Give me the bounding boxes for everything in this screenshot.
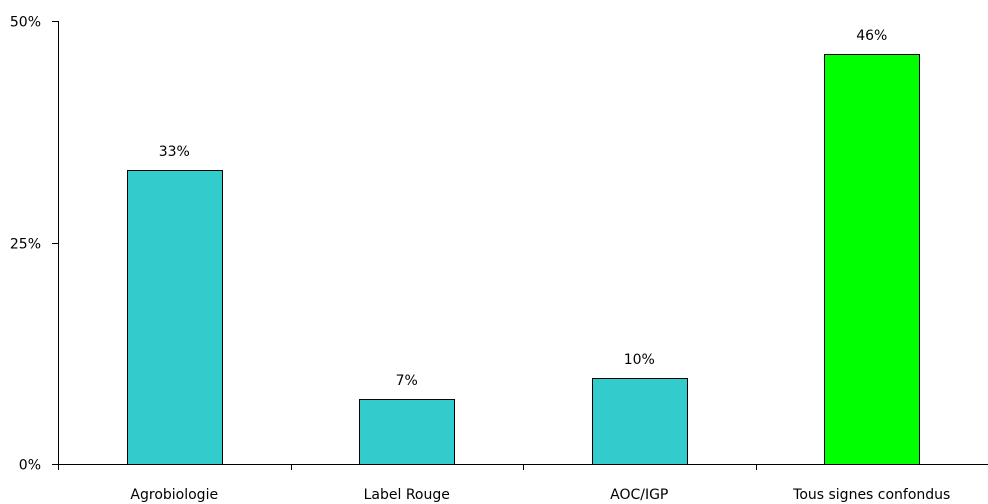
bars-group [127, 54, 920, 465]
data-label: 46% [856, 28, 887, 44]
category-label: Agrobiologie [130, 487, 218, 503]
bar-2 [592, 378, 688, 465]
y-tick-label: 0% [19, 458, 41, 474]
category-label: Tous signes confondus [792, 487, 950, 503]
data-label: 7% [396, 373, 418, 389]
bar-1 [359, 399, 455, 465]
data-label: 33% [159, 144, 190, 160]
category-label: AOC/IGP [610, 487, 668, 503]
bar-0 [127, 170, 223, 465]
bar-3 [824, 54, 920, 465]
y-axis: 0% 25% 50% [10, 15, 59, 474]
y-tick-label: 50% [10, 15, 41, 31]
category-label: Label Rouge [364, 487, 450, 503]
x-axis: Agrobiologie Label Rouge AOC/IGP Tous signe… [58, 464, 988, 503]
data-label: 10% [624, 352, 655, 368]
y-tick-label: 25% [10, 237, 41, 253]
data-labels-group: 33% 7% 10% 46% [159, 28, 888, 389]
